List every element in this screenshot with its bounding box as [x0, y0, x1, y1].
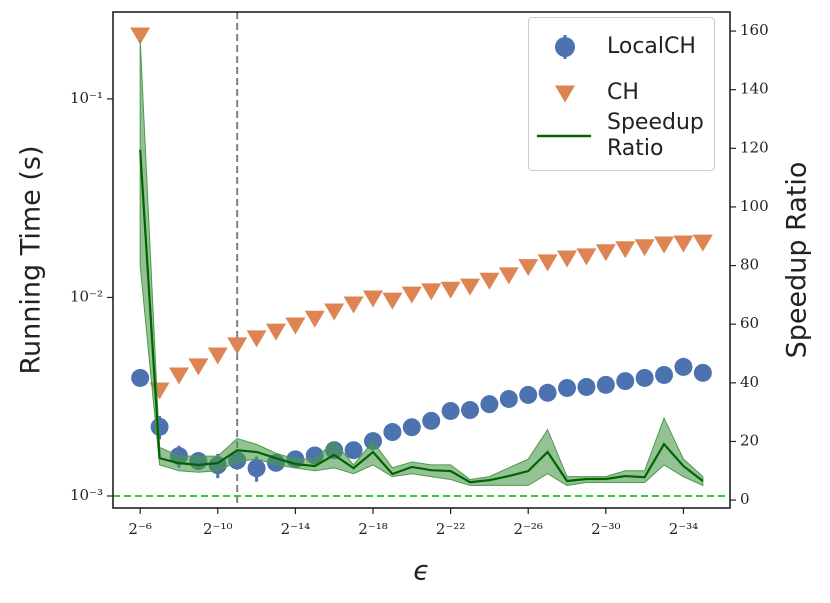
y2-tick-label: 160 [740, 21, 769, 39]
ch-marker [673, 235, 694, 253]
localch-marker [131, 368, 150, 387]
localch-marker [655, 365, 674, 384]
ch-marker [343, 296, 364, 314]
ch-marker [188, 358, 209, 376]
localch-marker [577, 377, 596, 396]
ch-marker [304, 310, 325, 328]
localch-marker [674, 357, 693, 376]
localch-marker [150, 417, 169, 436]
ch-marker [692, 234, 713, 252]
x-tick-label: 2⁻¹⁰ [203, 520, 233, 538]
localch-marker [247, 459, 266, 478]
legend-entry: CH [529, 76, 707, 110]
localch-marker [402, 418, 421, 437]
y2-tick-label: 20 [740, 431, 759, 449]
localch-marker [558, 378, 577, 397]
localch-marker [596, 375, 615, 394]
legend-triangle [555, 85, 575, 103]
x-tick-label: 2⁻²² [436, 520, 466, 538]
localch-marker [693, 363, 712, 382]
ch-marker [265, 323, 286, 341]
ch-marker [460, 278, 481, 296]
legend-label: LocalCH [607, 34, 696, 59]
plot-frame [112, 11, 731, 509]
localch-marker [344, 441, 363, 460]
ch-marker [285, 317, 306, 335]
speedup-band [139, 39, 704, 487]
ch-marker [615, 241, 636, 259]
ch-marker [654, 236, 675, 254]
x-tick-label: 2⁻⁶ [128, 520, 151, 538]
localch-marker [441, 401, 460, 420]
ch-marker [324, 303, 345, 321]
localch-marker [499, 389, 518, 408]
x-axis-label: ϵ [413, 556, 430, 587]
legend-icon [537, 134, 591, 138]
x-tick-label: 2⁻³⁴ [669, 520, 699, 538]
y2-tick-label: 60 [740, 314, 759, 332]
legend-label: Speedup Ratio [607, 110, 704, 161]
ch-marker [440, 281, 461, 299]
localch-marker [383, 423, 402, 442]
legend-label: CH [607, 80, 639, 105]
ch-marker [246, 330, 267, 348]
speedup-line [139, 149, 704, 484]
legend-circle [555, 37, 575, 57]
ch-marker [595, 244, 616, 262]
x-tick-label: 2⁻²⁶ [513, 520, 543, 538]
y2-tick-label: 140 [740, 80, 769, 98]
localch-marker [519, 385, 538, 404]
ch-marker [557, 250, 578, 268]
x-tick-label: 2⁻¹⁸ [358, 520, 388, 538]
localch-marker [422, 411, 441, 430]
ch-marker [634, 239, 655, 257]
y2-tick-label: 40 [740, 373, 759, 391]
ch-marker [207, 347, 228, 365]
legend-entry: LocalCH [529, 30, 707, 64]
legend: LocalCH CH Speedup Ratio [528, 17, 715, 171]
ch-marker [362, 290, 383, 308]
localch-marker [635, 368, 654, 387]
legend-icon [555, 35, 575, 59]
localch-marker [538, 383, 557, 402]
localch-marker [616, 372, 635, 391]
ch-marker [382, 292, 403, 310]
ch-marker [518, 259, 539, 277]
ch-marker [421, 283, 442, 301]
y-tick-label: 10⁻³ [70, 486, 103, 504]
y2-tick-label: 120 [740, 138, 769, 156]
y2-tick-label: 100 [740, 197, 769, 215]
y-tick-label: 10⁻² [70, 287, 103, 305]
y-tick-label: 10⁻¹ [70, 89, 103, 107]
ch-marker [576, 248, 597, 266]
x-tick-label: 2⁻³⁰ [591, 520, 621, 538]
ch-marker [498, 267, 519, 285]
x-tick-label: 2⁻¹⁴ [281, 520, 311, 538]
ch-marker [130, 27, 151, 45]
ch-marker [479, 272, 500, 290]
localch-marker [461, 401, 480, 420]
ch-marker [168, 367, 189, 385]
y2-tick-label: 0 [740, 490, 750, 508]
legend-entry: Speedup Ratio [529, 110, 707, 162]
localch-marker [480, 395, 499, 414]
y2-axis-label: Speedup Ratio [782, 162, 813, 359]
ch-marker [537, 254, 558, 272]
ch-marker [401, 286, 422, 304]
y-axis-label: Running Time (s) [16, 145, 47, 374]
ch-marker [227, 337, 248, 355]
y2-tick-label: 80 [740, 256, 759, 274]
legend-icon [555, 85, 575, 103]
